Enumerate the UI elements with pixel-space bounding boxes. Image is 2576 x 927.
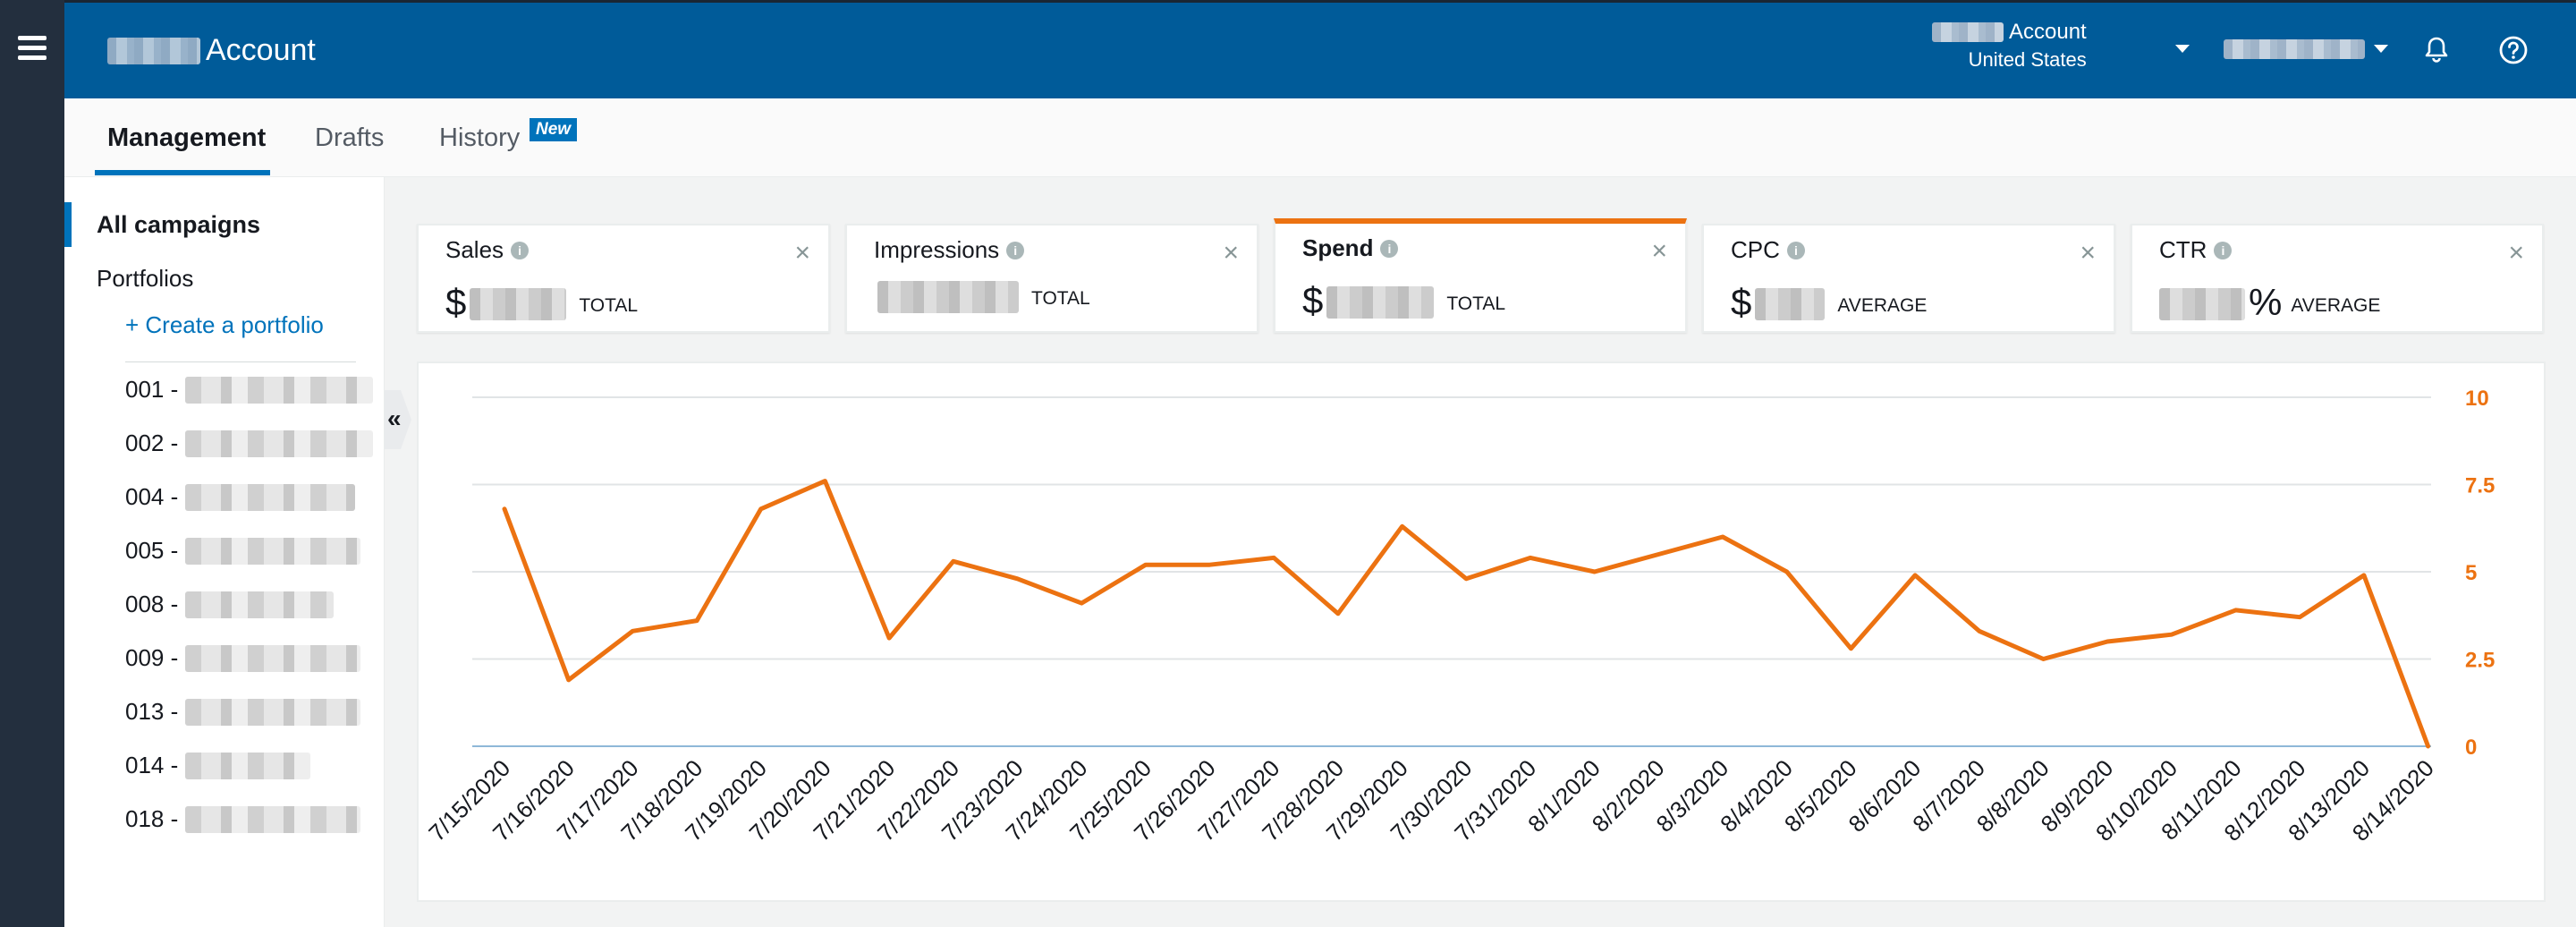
portfolio-item[interactable]: 005 - (125, 537, 361, 565)
y-tick-label: 0 (2465, 736, 2477, 760)
metric-name: CTR (2159, 236, 2207, 263)
percent-symbol: % (2249, 281, 2283, 323)
y-tick-label: 2.5 (2465, 649, 2495, 673)
portfolio-item[interactable]: 001 - (125, 376, 374, 404)
account-caret-icon[interactable] (2175, 45, 2190, 53)
brand: Account (107, 33, 316, 68)
menu-icon[interactable] (18, 36, 47, 61)
spend-line-chart: 02.557.5107/15/20207/16/20207/17/20207/1… (423, 387, 2495, 846)
user-caret-icon[interactable] (2374, 45, 2388, 53)
create-portfolio-link[interactable]: + Create a portfolio (125, 311, 324, 338)
currency-symbol: $ (1731, 281, 1752, 323)
side-rail (0, 0, 64, 927)
metric-card-cpc[interactable]: CPC i × $ AVERAGE (1702, 224, 2115, 333)
close-icon[interactable]: × (794, 238, 810, 268)
tab-history[interactable]: History (439, 123, 521, 152)
close-icon[interactable]: × (1223, 238, 1239, 268)
close-icon[interactable]: × (2080, 238, 2096, 268)
account-label: Account (2009, 20, 2087, 44)
metric-name: CPC (1731, 236, 1780, 263)
y-tick-label: 5 (2465, 561, 2477, 585)
campaign-nav: All campaigns Portfolios + Create a port… (64, 177, 385, 927)
y-tick-label: 10 (2465, 387, 2489, 411)
metric-card-impressions[interactable]: Impressions i × TOTAL (845, 224, 1258, 333)
metric-kind: AVERAGE (2291, 295, 2381, 316)
portfolio-item[interactable]: 013 - (125, 698, 361, 726)
portfolio-item[interactable]: 004 - (125, 483, 356, 511)
divider (125, 361, 356, 362)
info-icon[interactable]: i (1006, 241, 1025, 259)
redacted-portfolio-name (185, 644, 361, 672)
redacted-portfolio-name (185, 591, 335, 618)
double-chevron-left-icon: « (387, 404, 402, 432)
redacted-metric-value (470, 288, 567, 320)
metric-kind: TOTAL (1446, 293, 1506, 314)
metric-kind: TOTAL (579, 295, 639, 316)
info-icon[interactable]: i (2214, 241, 2233, 259)
help-icon[interactable] (2497, 34, 2529, 66)
redacted-portfolio-name (185, 376, 374, 404)
y-tick-label: 7.5 (2465, 474, 2495, 498)
spend-chart-panel: 0 2.5 5 7.5 10 7/15/2020 7/16/2020 7/17/2020 7/1… (417, 361, 2546, 902)
metric-name: Impressions (874, 236, 1000, 263)
info-icon[interactable]: i (1380, 239, 1399, 258)
portfolio-item[interactable]: 008 - (125, 591, 335, 618)
metric-name: Spend (1302, 234, 1374, 261)
redacted-portfolio-name (185, 752, 311, 779)
metric-kind: AVERAGE (1837, 295, 1928, 316)
redacted-portfolio-name (185, 698, 361, 726)
tab-drafts[interactable]: Drafts (315, 123, 385, 152)
portfolio-item[interactable]: 014 - (125, 752, 311, 779)
nav-portfolios[interactable]: Portfolios (97, 265, 194, 292)
metric-card-spend[interactable]: Spend i × $ TOTAL (1274, 218, 1687, 333)
redacted-portfolio-name (185, 805, 361, 833)
info-icon[interactable]: i (1786, 241, 1805, 259)
collapse-sidebar-button[interactable]: « (385, 390, 411, 449)
metric-name: Sales (445, 236, 504, 263)
redacted-portfolio-name (185, 483, 356, 511)
bell-icon[interactable] (2420, 34, 2453, 66)
portfolio-item[interactable]: 018 - (125, 805, 361, 833)
close-icon[interactable]: × (2508, 238, 2524, 268)
metric-card-sales[interactable]: Sales i × $ TOTAL (417, 224, 830, 333)
nav-all-campaigns-label: All campaigns (97, 211, 261, 238)
redacted-metric-value (2159, 288, 2245, 320)
user-menu[interactable] (2224, 39, 2365, 64)
portfolio-item[interactable]: 009 - (125, 644, 361, 672)
currency-symbol: $ (1302, 279, 1324, 321)
currency-symbol: $ (445, 281, 467, 323)
metric-card-ctr[interactable]: CTR i × % AVERAGE (2131, 224, 2544, 333)
redacted-account-name (1932, 22, 2004, 42)
spend-series-line (502, 479, 2431, 749)
redacted-user-name (2224, 39, 2365, 59)
new-badge: New (530, 118, 578, 141)
nav-all-campaigns[interactable]: All campaigns (64, 202, 385, 247)
redacted-metric-value (1755, 288, 1826, 320)
redacted-brand-name (107, 37, 200, 64)
account-region: United States (1968, 48, 2087, 71)
brand-title: Account (206, 33, 316, 67)
redacted-metric-value (877, 281, 1019, 313)
tab-bar: Management Drafts History New (64, 98, 2576, 177)
metric-kind: TOTAL (1031, 288, 1090, 309)
close-icon[interactable]: × (1651, 236, 1667, 266)
active-tab-indicator (95, 170, 270, 175)
top-header: Account (64, 0, 2576, 98)
tab-management[interactable]: Management (107, 123, 267, 152)
redacted-portfolio-name (185, 537, 361, 565)
account-selector[interactable]: Account United States (1932, 20, 2087, 72)
redacted-metric-value (1326, 286, 1435, 319)
redacted-portfolio-name (185, 429, 374, 457)
portfolio-item[interactable]: 002 - (125, 429, 374, 457)
info-icon[interactable]: i (511, 241, 530, 259)
